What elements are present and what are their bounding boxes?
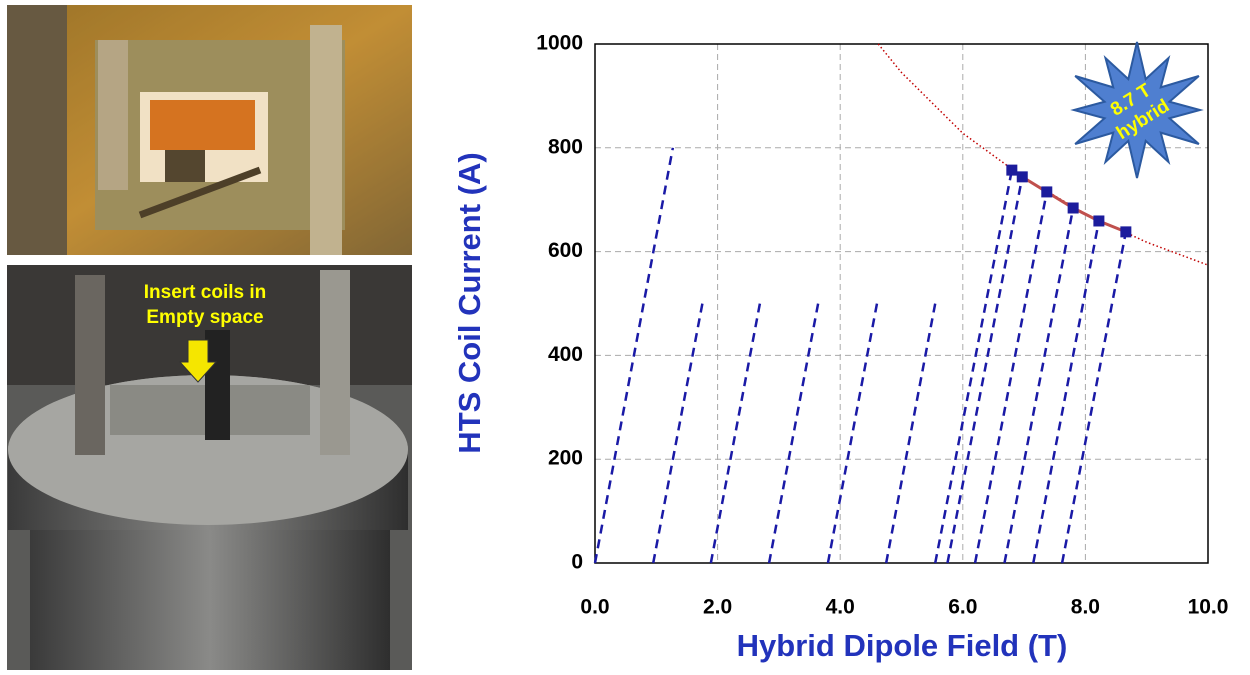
chart: Hybrid Dipole Field (T) HTS Coil Current… — [452, 32, 1228, 664]
y-tick-label: 600 — [548, 239, 583, 262]
marker — [1006, 164, 1018, 176]
marker — [1120, 226, 1132, 238]
y-tick-label: 0 — [571, 551, 583, 574]
marker — [1093, 215, 1105, 227]
marker — [1041, 186, 1053, 198]
x-axis-title: Hybrid Dipole Field (T) — [737, 628, 1068, 663]
series-line — [946, 176, 1024, 564]
series-line — [1032, 220, 1101, 564]
photo-top — [7, 5, 412, 255]
y-tick-label: 400 — [548, 343, 583, 366]
series-line — [593, 147, 675, 564]
y-tick-label: 200 — [548, 447, 583, 470]
y-tick-label: 1000 — [536, 32, 583, 55]
x-tick-label: 0.0 — [580, 596, 609, 619]
photo-bottom: Insert coils in Empty space — [7, 265, 412, 670]
marker — [1016, 171, 1028, 183]
series-line — [1060, 231, 1128, 564]
y-axis-title: HTS Coil Current (A) — [452, 152, 487, 453]
series-line — [933, 169, 1014, 564]
plot-border — [594, 43, 1209, 564]
photo-label: Empty space — [146, 307, 263, 328]
marker — [1067, 202, 1079, 214]
y-tick-label: 800 — [548, 135, 583, 158]
photo-label: Insert coils in — [144, 282, 266, 303]
starburst — [1070, 41, 1204, 179]
x-tick-label: 2.0 — [703, 596, 732, 619]
series-line — [973, 191, 1049, 564]
x-tick-label: 4.0 — [826, 596, 855, 619]
x-tick-label: 8.0 — [1071, 596, 1100, 619]
x-tick-label: 10.0 — [1188, 596, 1229, 619]
x-tick-label: 6.0 — [948, 596, 977, 619]
series-line — [877, 43, 1209, 266]
series-line — [1003, 207, 1075, 564]
